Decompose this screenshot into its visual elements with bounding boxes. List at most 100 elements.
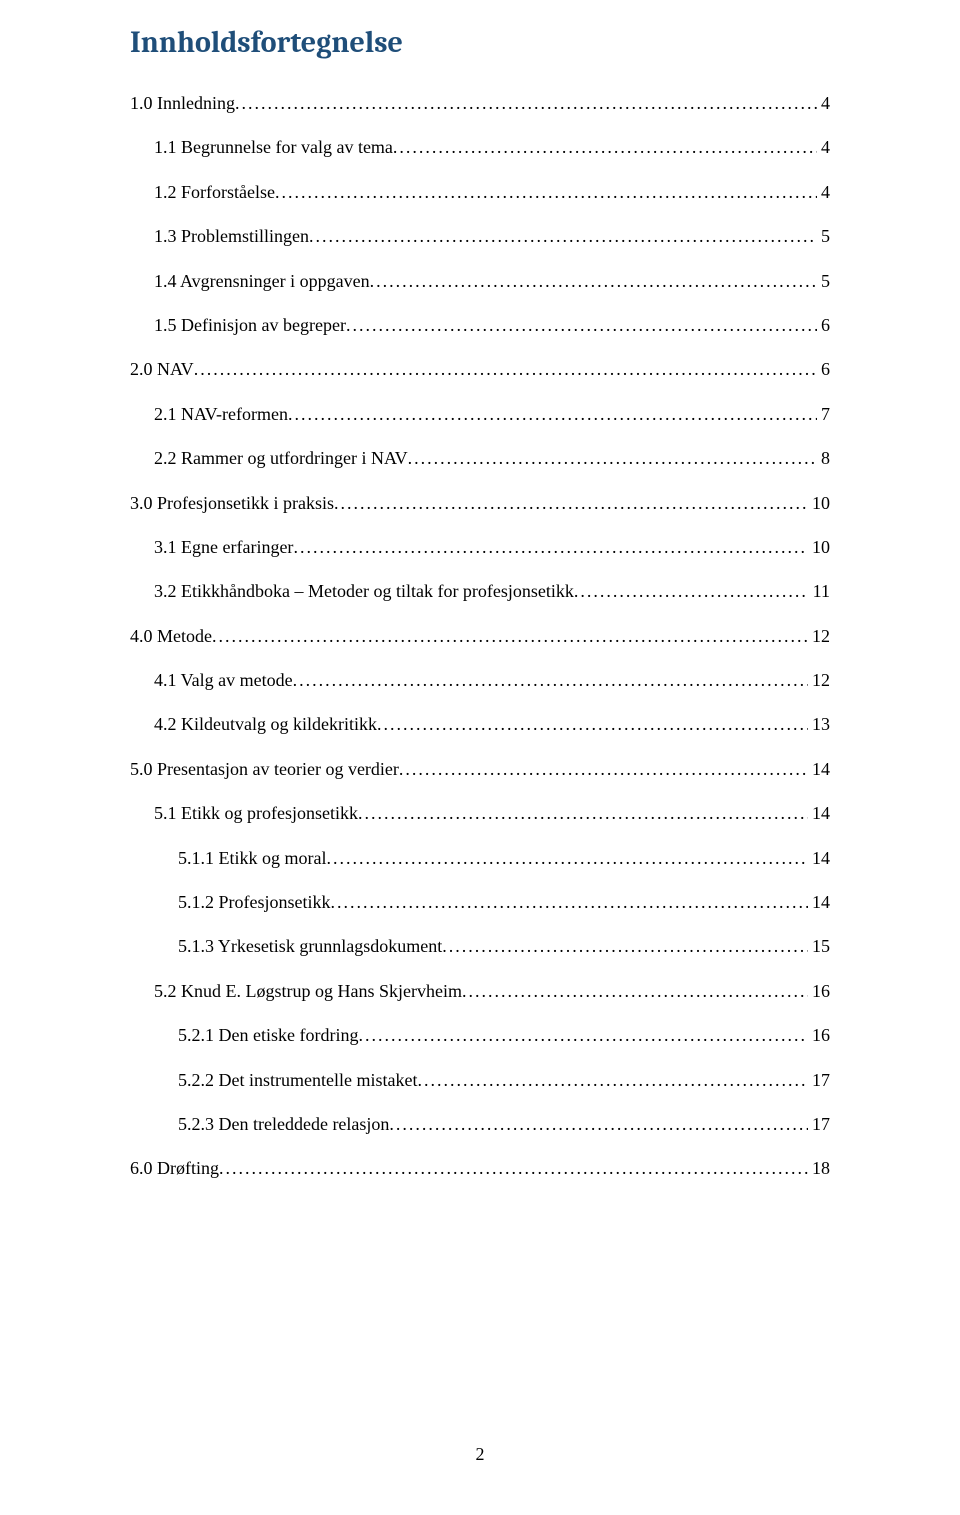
toc-leader-dots: [408, 447, 817, 470]
toc-entry-page: 6: [817, 314, 830, 337]
toc-entry: 6.0 Drøfting 18: [130, 1157, 830, 1180]
toc-entry: 5.2 Knud E. Løgstrup og Hans Skjervheim …: [154, 980, 830, 1003]
toc-entry: 2.1 NAV-reformen 7: [154, 403, 830, 426]
toc-leader-dots: [346, 314, 817, 337]
toc-leader-dots: [293, 536, 808, 559]
toc-leader-dots: [574, 580, 809, 603]
toc-entry-page: 11: [809, 580, 830, 603]
toc-entry-page: 4: [817, 181, 830, 204]
toc-entry-page: 10: [808, 492, 830, 515]
toc-entry-page: 5: [817, 225, 830, 248]
toc-entry: 4.0 Metode 12: [130, 625, 830, 648]
toc-entry-page: 17: [808, 1069, 830, 1092]
toc-entry-label: 5.2.1 Den etiske fordring: [178, 1024, 358, 1047]
toc-entry: 1.2 Forforståelse 4: [154, 181, 830, 204]
toc-entry: 1.0 Innledning 4: [130, 92, 830, 115]
toc-entry-label: 1.5 Definisjon av begreper: [154, 314, 346, 337]
toc-entry-label: 5.1 Etikk og profesjonsetikk: [154, 802, 358, 825]
toc-entry: 4.1 Valg av metode 12: [154, 669, 830, 692]
toc-entry: 1.5 Definisjon av begreper 6: [154, 314, 830, 337]
toc-entry-page: 14: [808, 847, 830, 870]
toc-entry-page: 16: [808, 1024, 830, 1047]
toc-leader-dots: [194, 358, 817, 381]
toc-entry-label: 5.0 Presentasjon av teorier og verdier: [130, 758, 399, 781]
toc-leader-dots: [399, 758, 808, 781]
toc-entry-label: 2.1 NAV-reformen: [154, 403, 288, 426]
toc-entry: 3.0 Profesjonsetikk i praksis 10: [130, 492, 830, 515]
toc-leader-dots: [417, 1069, 808, 1092]
toc-entry-page: 6: [817, 358, 830, 381]
toc-entry-label: 5.1.3 Yrkesetisk grunnlagsdokument: [178, 935, 442, 958]
toc-entry: 5.1.2 Profesjonsetikk 14: [178, 891, 830, 914]
toc-leader-dots: [377, 713, 808, 736]
toc-entry-label: 4.0 Metode: [130, 625, 212, 648]
toc-entry-page: 14: [808, 891, 830, 914]
toc-entry-page: 16: [808, 980, 830, 1003]
toc-entry-page: 12: [808, 625, 830, 648]
toc-entry-label: 3.1 Egne erfaringer: [154, 536, 293, 559]
toc-entry: 3.2 Etikkhåndboka – Metoder og tiltak fo…: [154, 580, 830, 603]
toc-leader-dots: [358, 802, 808, 825]
toc-entry: 1.3 Problemstillingen 5: [154, 225, 830, 248]
toc-entry-label: 1.4 Avgrensninger i oppgaven: [154, 270, 370, 293]
toc-entry: 5.2.3 Den treleddede relasjon 17: [178, 1113, 830, 1136]
toc-entry: 5.1 Etikk og profesjonsetikk 14: [154, 802, 830, 825]
toc-leader-dots: [275, 181, 817, 204]
toc-entry-label: 5.2.3 Den treleddede relasjon: [178, 1113, 389, 1136]
toc-entry: 5.0 Presentasjon av teorier og verdier 1…: [130, 758, 830, 781]
toc-entry-label: 1.2 Forforståelse: [154, 181, 275, 204]
toc-entry-label: 5.2 Knud E. Løgstrup og Hans Skjervheim: [154, 980, 462, 1003]
toc-leader-dots: [212, 625, 808, 648]
toc-entry-page: 10: [808, 536, 830, 559]
toc-entry-page: 14: [808, 802, 830, 825]
toc-entry-page: 17: [808, 1113, 830, 1136]
toc-entry-label: 1.1 Begrunnelse for valg av tema: [154, 136, 393, 159]
toc-entry: 1.1 Begrunnelse for valg av tema 4: [154, 136, 830, 159]
table-of-contents: 1.0 Innledning 4 1.1 Begrunnelse for valg…: [130, 92, 830, 1181]
toc-entry-label: 3.2 Etikkhåndboka – Metoder og tiltak fo…: [154, 580, 574, 603]
toc-entry: 5.2.2 Det instrumentelle mistaket 17: [178, 1069, 830, 1092]
toc-entry-label: 4.1 Valg av metode: [154, 669, 293, 692]
toc-entry-label: 5.1.2 Profesjonsetikk: [178, 891, 331, 914]
toc-leader-dots: [358, 1024, 808, 1047]
toc-entry-label: 5.1.1 Etikk og moral: [178, 847, 326, 870]
toc-entry: 3.1 Egne erfaringer 10: [154, 536, 830, 559]
toc-entry: 5.1.1 Etikk og moral 14: [178, 847, 830, 870]
toc-entry-page: 7: [817, 403, 830, 426]
toc-entry-page: 13: [808, 713, 830, 736]
toc-entry-label: 3.0 Profesjonsetikk i praksis: [130, 492, 334, 515]
toc-entry-label: 2.2 Rammer og utfordringer i NAV: [154, 447, 408, 470]
toc-leader-dots: [326, 847, 808, 870]
toc-leader-dots: [389, 1113, 808, 1136]
toc-entry: 2.0 NAV 6: [130, 358, 830, 381]
toc-entry-page: 18: [808, 1157, 830, 1180]
toc-leader-dots: [462, 980, 808, 1003]
toc-entry-label: 4.2 Kildeutvalg og kildekritikk: [154, 713, 377, 736]
toc-leader-dots: [235, 92, 817, 115]
toc-leader-dots: [334, 492, 808, 515]
toc-entry-page: 12: [808, 669, 830, 692]
toc-entry-page: 15: [808, 935, 830, 958]
toc-title: Innholdsfortegnelse: [130, 25, 830, 60]
toc-leader-dots: [331, 891, 809, 914]
toc-leader-dots: [393, 136, 817, 159]
toc-leader-dots: [219, 1157, 808, 1180]
toc-entry-page: 4: [817, 92, 830, 115]
toc-leader-dots: [309, 225, 817, 248]
toc-entry-label: 5.2.2 Det instrumentelle mistaket: [178, 1069, 417, 1092]
toc-leader-dots: [370, 270, 817, 293]
toc-entry-page: 14: [808, 758, 830, 781]
toc-entry: 4.2 Kildeutvalg og kildekritikk 13: [154, 713, 830, 736]
toc-entry-label: 1.0 Innledning: [130, 92, 235, 115]
toc-leader-dots: [288, 403, 817, 426]
toc-entry: 1.4 Avgrensninger i oppgaven 5: [154, 270, 830, 293]
toc-entry-label: 2.0 NAV: [130, 358, 194, 381]
document-page: Innholdsfortegnelse 1.0 Innledning 4 1.1 …: [0, 0, 960, 1515]
toc-entry: 5.2.1 Den etiske fordring 16: [178, 1024, 830, 1047]
page-number: 2: [0, 1444, 960, 1465]
toc-entry: 2.2 Rammer og utfordringer i NAV 8: [154, 447, 830, 470]
toc-entry-page: 8: [817, 447, 830, 470]
toc-leader-dots: [293, 669, 808, 692]
toc-entry-label: 1.3 Problemstillingen: [154, 225, 309, 248]
toc-entry: 5.1.3 Yrkesetisk grunnlagsdokument 15: [178, 935, 830, 958]
